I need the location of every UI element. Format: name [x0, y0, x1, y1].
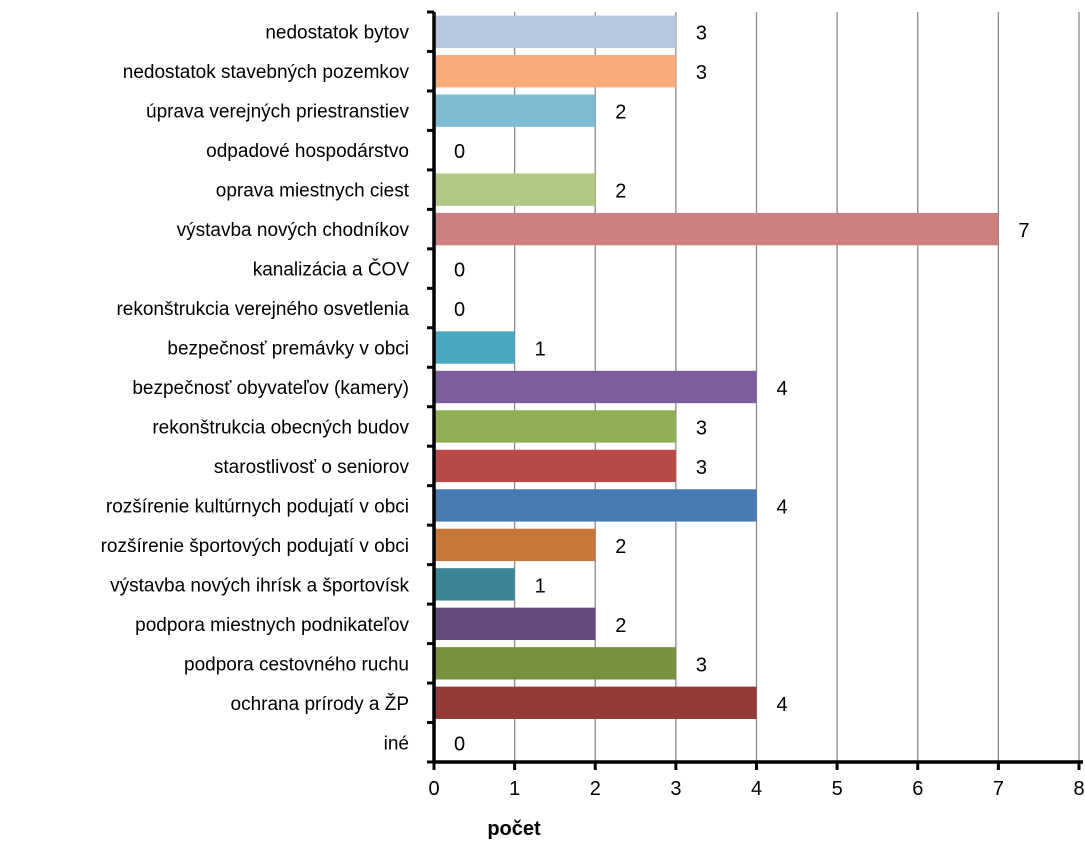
category-label: iné [384, 733, 409, 754]
data-label: 3 [696, 417, 707, 439]
x-tick-label: 0 [428, 778, 439, 800]
category-label: rozšírenie kultúrnych podujatí v obci [106, 496, 409, 517]
category-label: ochrana prírody a ŽP [231, 693, 409, 715]
category-label: odpadové hospodárstvo [206, 141, 409, 162]
data-label: 1 [535, 575, 546, 597]
bar [435, 212, 999, 246]
bar [435, 607, 596, 641]
axes [427, 10, 1083, 770]
data-label: 2 [615, 181, 626, 203]
bar [435, 15, 676, 48]
bar [435, 410, 676, 443]
data-label: 4 [777, 378, 788, 400]
bar [435, 449, 676, 483]
category-label: rekonštrukcia verejného osvetlenia [116, 299, 409, 320]
data-label: 3 [696, 62, 707, 84]
category-label: podpora cestovného ruchu [184, 654, 409, 675]
category-label: oprava miestnych ciest [216, 181, 410, 202]
category-label: bezpečnosť obyvateľov (kamery) [132, 378, 409, 399]
bar [435, 55, 676, 88]
category-label: úprava verejných priestranstiev [146, 102, 409, 123]
category-label: rekonštrukcia obecných budov [152, 417, 409, 438]
x-tick-label: 1 [509, 778, 520, 800]
data-label: 0 [454, 141, 465, 163]
data-label: 0 [454, 299, 465, 321]
x-tick-label: 5 [832, 778, 843, 800]
bar [435, 94, 596, 127]
bar [435, 370, 757, 404]
category-label: starostlivosť o seniorov [214, 457, 410, 478]
bar [435, 331, 515, 364]
data-label: 2 [615, 536, 626, 558]
x-tick-label: 3 [670, 778, 681, 800]
data-label: 3 [696, 23, 707, 45]
bar [435, 528, 596, 562]
x-tick-label: 7 [993, 778, 1004, 800]
data-label: 4 [777, 496, 788, 518]
category-label: nedostatok bytov [265, 23, 409, 44]
x-axis-title: počet [487, 818, 541, 840]
data-label: 0 [454, 733, 465, 755]
bar [435, 489, 757, 522]
category-label: podpora miestnych podnikateľov [135, 615, 409, 636]
category-label: výstavba nových ihrísk a športovísk [110, 575, 409, 596]
category-label: rozšírenie športových podujatí v obci [101, 536, 409, 557]
x-tick-label: 2 [590, 778, 601, 800]
category-label: nedostatok stavebných pozemkov [123, 62, 410, 83]
bars [435, 15, 999, 719]
bar [435, 647, 676, 680]
bar [435, 173, 596, 206]
labels: nedostatok bytov 3 nedostatok stavebných p… [101, 23, 1085, 800]
category-label: kanalizácia a ČOV [253, 259, 410, 281]
x-tick-label: 8 [1073, 778, 1084, 800]
data-label: 0 [454, 260, 465, 282]
category-label: výstavba nových chodníkov [177, 220, 410, 241]
data-label: 4 [777, 694, 788, 716]
bar [435, 686, 757, 719]
data-label: 1 [535, 339, 546, 361]
category-label: bezpečnosť premávky v obci [167, 339, 409, 360]
data-label: 2 [615, 615, 626, 637]
data-label: 2 [615, 102, 626, 124]
bar [435, 568, 515, 601]
data-label: 3 [696, 457, 707, 479]
data-label: 3 [696, 654, 707, 676]
x-tick-label: 6 [912, 778, 923, 800]
data-label: 7 [1018, 220, 1029, 242]
x-tick-label: 4 [751, 778, 762, 800]
